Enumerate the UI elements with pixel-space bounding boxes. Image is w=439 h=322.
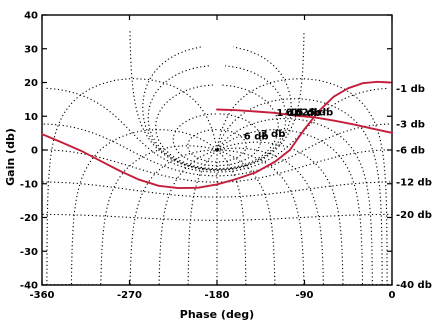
phase-contour	[216, 77, 388, 285]
x-tick-label: -270	[117, 290, 142, 301]
y-axis-title: Gain (db)	[4, 128, 17, 186]
phase-contour	[129, 149, 217, 285]
magnitude-contour-label-right: -40 db	[396, 280, 432, 291]
phase-contour	[216, 98, 383, 285]
magnitude-contour	[147, 65, 287, 171]
y-tick-label: 0	[31, 146, 38, 157]
y-tick-label: 20	[24, 78, 38, 89]
phase-contour	[217, 149, 305, 285]
magnitude-contour	[187, 129, 247, 163]
phase-contour	[158, 149, 218, 285]
phase-contour	[187, 149, 218, 285]
y-tick-label: 30	[24, 44, 38, 55]
magnitude-contour-label-right: -6 db	[396, 145, 425, 156]
y-tick-label: 10	[24, 112, 38, 123]
y-tick-label: -10	[20, 179, 38, 190]
magnitude-contour-label-right: -1 db	[396, 84, 425, 95]
magnitude-contour-label: 0.25 db	[291, 108, 333, 119]
magnitude-contour-label-right: -3 db	[396, 120, 425, 131]
contour-labels: 0 db0.25 db0.5 db1 db 6 db3 db -1 db -3 db -…	[244, 84, 432, 291]
phase-contour	[216, 118, 373, 285]
y-tick-label: -20	[20, 213, 38, 224]
x-tick-label: -90	[295, 290, 313, 301]
magnitude-contour	[155, 84, 279, 170]
series-line-2	[216, 108, 393, 134]
magnitude-contour-label: 3 db	[261, 129, 286, 140]
magnitude-contour-label-right: -12 db	[396, 178, 432, 189]
plot-frame: -360 -270 -180 -90 0 -40 -30 -20 -10 0 10 20 30 40	[20, 11, 396, 302]
x-tick-label: -180	[204, 290, 229, 301]
y-tick-label: -40	[20, 281, 38, 292]
magnitude-contour-label: 0.5 db	[286, 108, 322, 119]
phase-contour	[100, 145, 218, 285]
x-tick-label: 0	[389, 290, 396, 301]
magnitude-contour	[129, 31, 305, 171]
y-tick-label: -30	[20, 247, 38, 258]
magnitude-contour-label: 6 db	[244, 131, 269, 142]
y-tick-label: 40	[24, 11, 38, 22]
magnitude-contour	[42, 213, 392, 221]
magnitude-contour-label-right: -20 db	[396, 210, 432, 221]
series-line-1	[41, 80, 392, 190]
phase-contour	[216, 147, 324, 285]
phase-contour	[216, 149, 247, 285]
phase-contour	[216, 129, 364, 285]
phase-contour	[70, 129, 218, 285]
phase-contour	[46, 77, 218, 285]
series-group	[41, 80, 393, 190]
magnitude-contour-label: 1 db	[276, 108, 301, 119]
x-tick-label: -360	[29, 290, 54, 301]
magnitude-contour-label: 0 db	[296, 108, 321, 119]
x-axis-title: Phase (deg)	[180, 308, 254, 321]
axis-titles: Phase (deg) Gain (db)	[4, 128, 254, 321]
phase-contour	[216, 141, 344, 285]
